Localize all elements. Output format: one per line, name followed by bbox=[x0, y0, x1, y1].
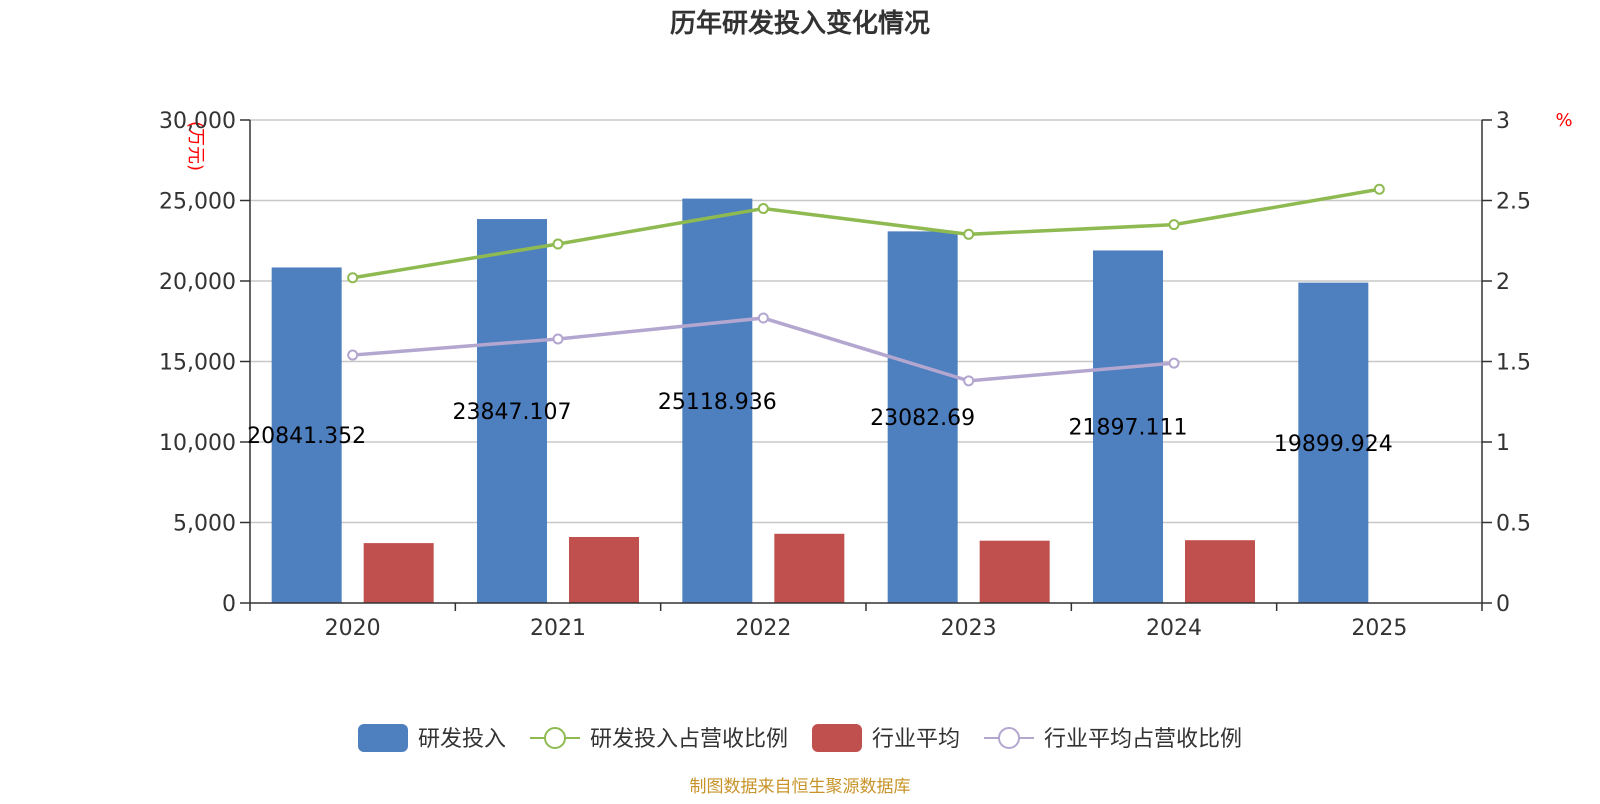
legend-item-行业平均[interactable]: 行业平均 bbox=[812, 724, 960, 752]
bar-研发投入-2021 bbox=[477, 219, 547, 603]
bar-研发投入-2023 bbox=[887, 231, 958, 603]
data-label-2022: 25118.936 bbox=[658, 390, 777, 415]
legend[interactable]: 研发投入 研发投入占营收比例 行业平均 行业平均占营收比例 bbox=[358, 724, 1242, 752]
left-axis-tick-label: 10,000 bbox=[159, 431, 236, 456]
point-行业平均占营收比例-2024 bbox=[1168, 357, 1180, 369]
left-axis-tick-label: 20,000 bbox=[159, 270, 236, 295]
left-axis-unit: (万元) bbox=[185, 121, 206, 171]
left-axis-tick-label: 15,000 bbox=[159, 351, 236, 376]
line-行业平均占营收比例 bbox=[352, 316, 1175, 383]
point-研发投入占营收比例-2020 bbox=[347, 272, 359, 284]
bar-行业平均-2023 bbox=[979, 540, 1050, 603]
legend-marker-行业平均占营收比例 bbox=[998, 727, 1020, 749]
point-研发投入占营收比例-2023 bbox=[963, 228, 975, 240]
line-研发投入占营收比例 bbox=[352, 187, 1380, 280]
bars bbox=[271, 198, 1369, 603]
grid-lines bbox=[250, 119, 1482, 524]
x-axis-tick-label: 2020 bbox=[325, 616, 381, 641]
legend-swatch-行业平均 bbox=[812, 724, 862, 752]
right-axis-tick-label: 3 bbox=[1496, 109, 1510, 134]
right-axis-tick-label: 1 bbox=[1496, 431, 1510, 456]
x-axis-tick-label: 2021 bbox=[530, 616, 586, 641]
legend-item-研发投入占营收比例[interactable]: 研发投入占营收比例 bbox=[530, 727, 788, 752]
data-label-2024: 21897.111 bbox=[1069, 416, 1188, 441]
bar-行业平均-2021 bbox=[569, 536, 639, 603]
source-note: 制图数据来自恒生聚源数据库 bbox=[690, 777, 911, 797]
left-axis-tick-label: 0 bbox=[222, 592, 236, 617]
bar-研发投入-2025 bbox=[1298, 282, 1369, 603]
right-axis-tick-label: 0 bbox=[1496, 592, 1510, 617]
right-axis-unit: % bbox=[1555, 110, 1572, 131]
point-研发投入占营收比例-2022 bbox=[757, 203, 769, 215]
legend-label-行业平均占营收比例: 行业平均占营收比例 bbox=[1044, 727, 1242, 752]
x-axis-tick-label: 2022 bbox=[735, 616, 791, 641]
data-label-2021: 23847.107 bbox=[453, 400, 572, 425]
bar-行业平均-2024 bbox=[1185, 540, 1255, 603]
data-label-2020: 20841.352 bbox=[247, 424, 366, 449]
x-axis-tick-label: 2025 bbox=[1351, 616, 1407, 641]
bar-研发投入-2020 bbox=[271, 267, 342, 603]
legend-swatch-研发投入 bbox=[358, 724, 408, 752]
legend-marker-研发投入占营收比例 bbox=[544, 727, 566, 749]
legend-label-研发投入占营收比例: 研发投入占营收比例 bbox=[590, 727, 788, 752]
left-axis-tick-label: 30,000 bbox=[159, 109, 236, 134]
data-label-2025: 19899.924 bbox=[1274, 432, 1393, 457]
x-axis-tick-label: 2024 bbox=[1146, 616, 1202, 641]
legend-label-行业平均: 行业平均 bbox=[872, 727, 960, 752]
right-axis-tick-label: 0.5 bbox=[1496, 512, 1531, 537]
left-axis-tick-label: 25,000 bbox=[159, 190, 236, 215]
legend-item-研发投入[interactable]: 研发投入 bbox=[358, 724, 506, 752]
point-研发投入占营收比例-2024 bbox=[1168, 219, 1180, 231]
point-研发投入占营收比例-2021 bbox=[552, 238, 564, 250]
right-axis-tick-label: 2 bbox=[1496, 270, 1510, 295]
point-行业平均占营收比例-2020 bbox=[347, 349, 359, 361]
bar-研发投入-2024 bbox=[1093, 250, 1163, 603]
point-行业平均占营收比例-2023 bbox=[963, 375, 975, 387]
point-研发投入占营收比例-2025 bbox=[1373, 183, 1385, 195]
point-行业平均占营收比例-2022 bbox=[757, 312, 769, 324]
right-axis-tick-label: 2.5 bbox=[1496, 190, 1531, 215]
axes: 0 5,000 10,000 15,000 20,000 25,000 30,000 0 0.5… bbox=[159, 109, 1531, 641]
left-axis-tick-label: 5,000 bbox=[173, 512, 236, 537]
lines bbox=[347, 183, 1385, 387]
bar-研发投入-2022 bbox=[682, 198, 753, 603]
x-axis-tick-label: 2023 bbox=[941, 616, 997, 641]
data-labels: 20841.352 23847.107 25118.936 23082.69 21897… bbox=[247, 390, 1393, 457]
point-行业平均占营收比例-2021 bbox=[552, 333, 564, 345]
legend-item-行业平均占营收比例[interactable]: 行业平均占营收比例 bbox=[984, 727, 1242, 752]
bar-行业平均-2020 bbox=[363, 543, 434, 603]
legend-label-研发投入: 研发投入 bbox=[418, 727, 506, 752]
bar-行业平均-2022 bbox=[774, 533, 845, 603]
right-axis-tick-label: 1.5 bbox=[1496, 351, 1531, 376]
chart-title: 历年研发投入变化情况 bbox=[670, 8, 930, 39]
data-label-2023: 23082.69 bbox=[870, 406, 975, 431]
